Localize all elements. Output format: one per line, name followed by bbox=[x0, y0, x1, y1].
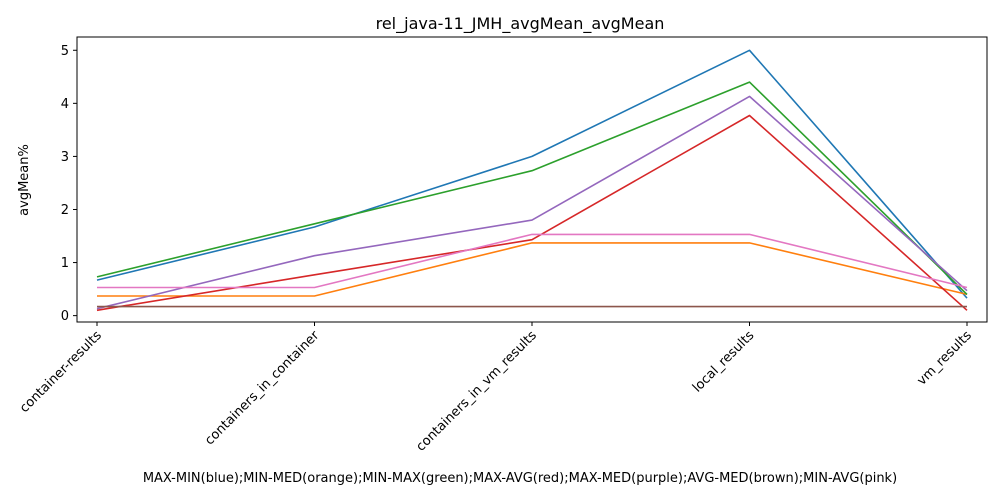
y-tick-label: 5 bbox=[61, 44, 69, 59]
series-line-7 bbox=[97, 233, 968, 289]
x-tick-label: local_results bbox=[690, 328, 758, 396]
series-line-1 bbox=[96, 49, 968, 299]
series-line-2 bbox=[97, 242, 968, 297]
series-line-4 bbox=[96, 114, 968, 312]
y-axis: 0 1 2 3 4 5 bbox=[61, 44, 77, 324]
y-tick-label: 0 bbox=[61, 309, 69, 324]
y-tick-label: 3 bbox=[61, 150, 69, 165]
x-axis: container-results containers_in_container… bbox=[17, 322, 975, 455]
chart-title: rel_java-11_JMH_avgMean_avgMean bbox=[376, 14, 665, 34]
x-tick-label: containers_in_vm_results bbox=[414, 328, 540, 454]
x-tick-label: containers_in_container bbox=[202, 328, 323, 449]
x-axis-label: MAX-MIN(blue);MIN-MED(orange);MIN-MAX(gr… bbox=[143, 471, 897, 486]
y-axis-label: avgMean% bbox=[17, 144, 32, 216]
y-tick-label: 2 bbox=[61, 203, 69, 218]
y-tick-label: 4 bbox=[61, 97, 69, 112]
x-tick-label: vm_results bbox=[914, 328, 975, 389]
series-line-3 bbox=[96, 81, 968, 295]
series-layer bbox=[96, 49, 968, 312]
x-tick-label: container-results bbox=[17, 328, 105, 416]
y-tick-label: 1 bbox=[61, 256, 69, 271]
series-line-5 bbox=[96, 95, 968, 310]
plot-frame bbox=[76, 36, 988, 323]
